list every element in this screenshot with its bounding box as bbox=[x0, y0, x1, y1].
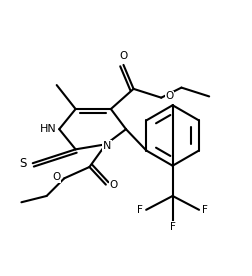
Text: HN: HN bbox=[40, 124, 57, 134]
Text: F: F bbox=[137, 205, 143, 215]
Text: O: O bbox=[52, 172, 60, 182]
Text: F: F bbox=[170, 222, 176, 232]
Text: O: O bbox=[165, 91, 173, 101]
Text: F: F bbox=[202, 205, 208, 215]
Text: O: O bbox=[110, 180, 118, 190]
Text: N: N bbox=[103, 140, 111, 151]
Text: O: O bbox=[119, 51, 128, 61]
Text: S: S bbox=[19, 157, 26, 170]
